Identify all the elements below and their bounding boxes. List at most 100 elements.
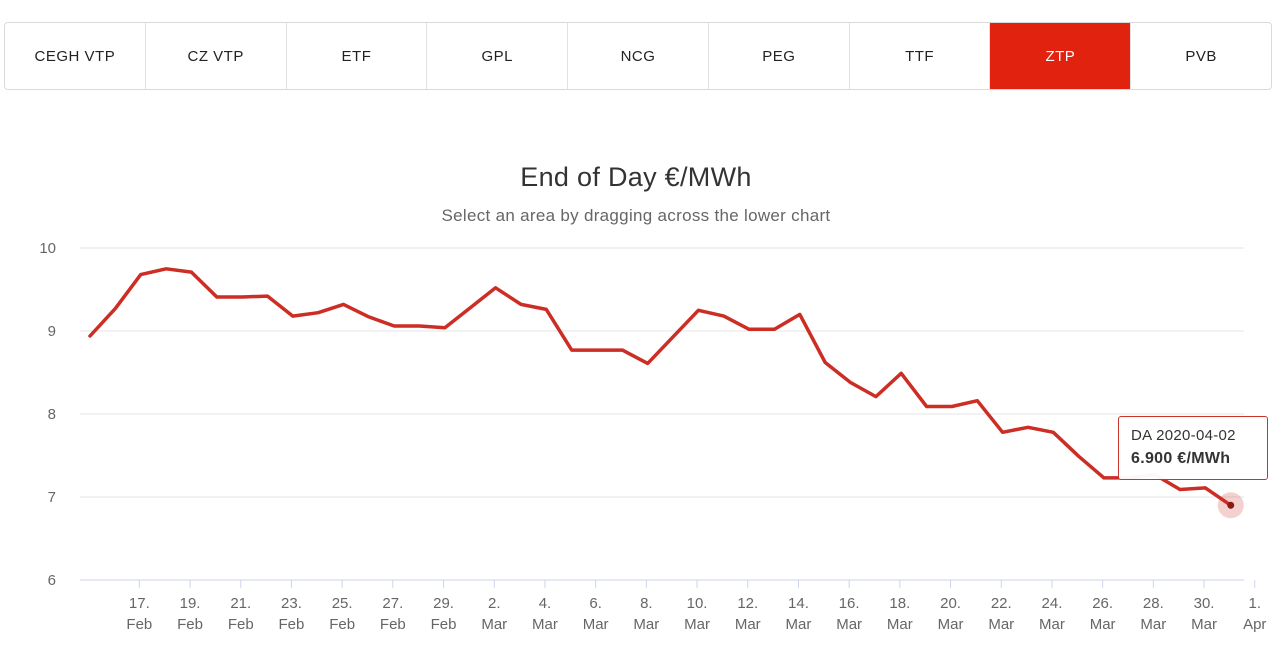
x-tick-day: 24.: [1042, 595, 1063, 612]
x-tick-month: Mar: [887, 616, 913, 633]
x-tick-day: 6.: [589, 595, 602, 612]
tooltip-label: DA 2020-04-02: [1131, 427, 1236, 444]
data-point: [595, 348, 599, 352]
x-tick-day: 2.: [488, 595, 501, 612]
x-tick-month: Apr: [1243, 616, 1266, 633]
data-point: [823, 361, 827, 365]
series-line: [88, 267, 1233, 508]
market-tabs: CEGH VTP CZ VTP ETF GPL NCG PEG TTF ZTP PVB: [4, 22, 1272, 90]
y-tick-label: 6: [48, 572, 56, 589]
x-tick-month: Mar: [1140, 616, 1166, 633]
data-point: [494, 286, 498, 290]
x-tick-month: Mar: [684, 616, 710, 633]
x-tick-day: 16.: [839, 595, 860, 612]
x-tick-month: Mar: [938, 616, 964, 633]
x-tick-month: Feb: [279, 616, 305, 633]
data-point: [1051, 430, 1055, 434]
data-point: [265, 294, 269, 298]
tab-ztp[interactable]: ZTP: [990, 23, 1132, 89]
data-point: [1178, 488, 1182, 492]
data-point: [468, 306, 472, 310]
data-point: [164, 267, 168, 271]
data-point: [696, 308, 700, 312]
data-point: [519, 302, 523, 306]
x-tick-month: Mar: [583, 616, 609, 633]
data-point: [392, 324, 396, 328]
data-point: [418, 324, 422, 328]
x-tick-day: 8.: [640, 595, 653, 612]
x-tick-month: Mar: [1039, 616, 1065, 633]
x-tick-day: 17.: [129, 595, 150, 612]
tab-ttf[interactable]: TTF: [850, 23, 991, 89]
data-point: [316, 311, 320, 315]
data-point: [1203, 486, 1207, 490]
x-tick-day: 27.: [382, 595, 403, 612]
x-tick-month: Mar: [1191, 616, 1217, 633]
data-point: [849, 380, 853, 384]
data-tooltip: DA 2020-04-02 6.900 €/MWh: [1118, 416, 1268, 480]
x-tick-month: Mar: [786, 616, 812, 633]
y-tick-label: 7: [48, 489, 56, 506]
data-point: [620, 348, 624, 352]
x-tick-day: 22.: [991, 595, 1012, 612]
x-tick-month: Feb: [329, 616, 355, 633]
data-point: [342, 302, 346, 306]
data-point: [798, 312, 802, 316]
data-point: [1102, 476, 1106, 480]
chart-title: End of Day €/MWh: [520, 162, 752, 192]
x-tick-month: Mar: [532, 616, 558, 633]
x-tick-day: 29.: [433, 595, 454, 612]
x-tick-month: Feb: [126, 616, 152, 633]
data-point: [88, 334, 92, 338]
x-tick-day: 23.: [281, 595, 302, 612]
data-point: [1026, 425, 1030, 429]
x-tick-month: Mar: [836, 616, 862, 633]
chart-subtitle: Select an area by dragging across the lo…: [441, 206, 831, 225]
tab-gpl[interactable]: GPL: [427, 23, 569, 89]
data-point: [874, 395, 878, 399]
x-tick-month: Mar: [481, 616, 507, 633]
data-point: [570, 348, 574, 352]
tab-cz-vtp[interactable]: CZ VTP: [146, 23, 287, 89]
data-point: [544, 307, 548, 311]
x-tick-day: 30.: [1194, 595, 1215, 612]
y-tick-label: 10: [39, 240, 56, 257]
data-point: [950, 405, 954, 409]
data-point: [722, 314, 726, 318]
y-tick-label: 9: [48, 323, 56, 340]
data-point: [367, 315, 371, 319]
data-point: [215, 295, 219, 299]
x-tick-month: Feb: [177, 616, 203, 633]
y-tick-label: 8: [48, 406, 56, 423]
x-tick-day: 14.: [788, 595, 809, 612]
tab-ncg[interactable]: NCG: [568, 23, 709, 89]
x-tick-day: 1.: [1248, 595, 1261, 612]
data-point: [899, 371, 903, 375]
data-point: [747, 327, 751, 331]
x-tick-month: Mar: [1090, 616, 1116, 633]
x-tick-month: Feb: [431, 616, 457, 633]
x-tick-month: Mar: [633, 616, 659, 633]
data-point: [113, 307, 117, 311]
x-tick-month: Feb: [228, 616, 254, 633]
data-point: [925, 405, 929, 409]
data-point: [139, 273, 143, 277]
data-point: [189, 270, 193, 274]
x-tick-day: 4.: [539, 595, 552, 612]
x-tick-month: Mar: [735, 616, 761, 633]
tab-pvb[interactable]: PVB: [1185, 47, 1217, 65]
data-point: [772, 327, 776, 331]
data-point: [1077, 454, 1081, 458]
tab-peg[interactable]: PEG: [709, 23, 850, 89]
data-point: [975, 399, 979, 403]
x-tick-day: 19.: [180, 595, 201, 612]
x-tick-day: 18.: [889, 595, 910, 612]
x-tick-day: 28.: [1143, 595, 1164, 612]
tab-cegh-vtp[interactable]: CEGH VTP: [5, 23, 146, 89]
x-tick-day: 20.: [940, 595, 961, 612]
data-point: [671, 335, 675, 339]
x-tick-day: 10.: [687, 595, 708, 612]
tab-etf[interactable]: ETF: [287, 23, 428, 89]
x-tick-day: 25.: [332, 595, 353, 612]
